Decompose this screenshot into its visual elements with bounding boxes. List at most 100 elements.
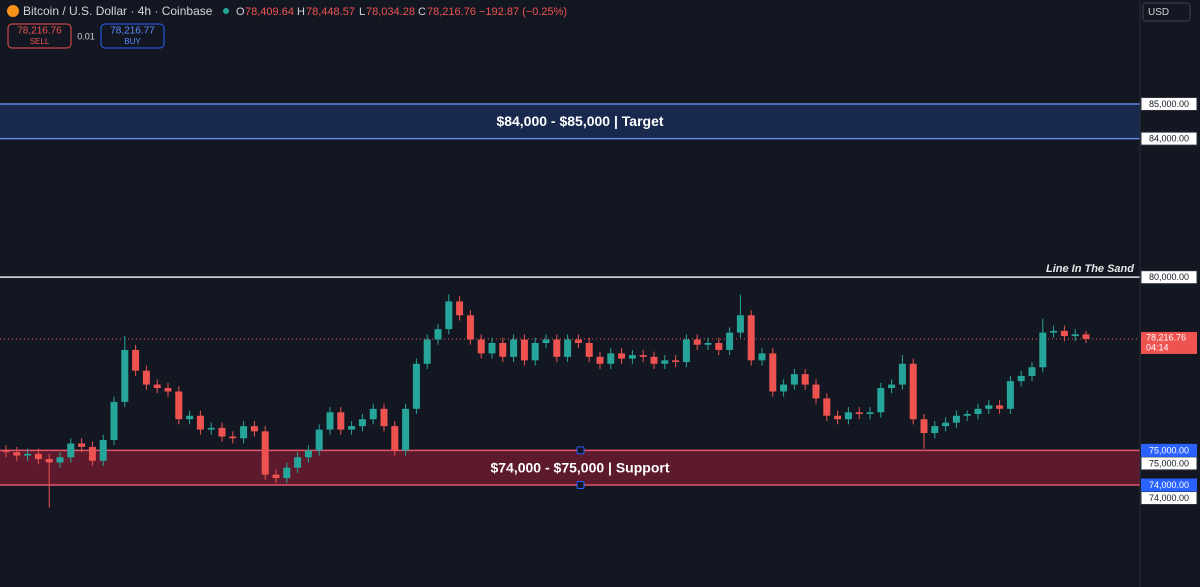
ohlc-value: 78,409.64 [245,6,294,18]
y-tick-label: 74,000.00 [1149,493,1189,503]
candle-body [294,457,302,468]
buy-label: BUY [124,37,141,46]
candle-body [564,339,572,357]
coin-icon [7,5,19,17]
sell-price: 78,216.76 [17,26,62,37]
candle-body [2,450,10,453]
candle-body [974,408,982,415]
zone-bound-label-box [1141,443,1197,457]
candle-body [175,391,183,420]
candle-body [304,450,312,458]
sell-label: SELL [30,37,50,46]
candle-body [250,426,258,432]
candle-body [67,443,75,458]
ohlc-key: C [418,6,426,18]
candle-body [1082,334,1090,339]
change: −192.87 (−0.25%) [479,6,567,18]
candle-body [920,419,928,434]
candle-body [996,405,1004,409]
candle-body [898,363,906,385]
zone [0,103,1140,139]
currency-button[interactable] [1142,2,1191,22]
y-tick-label-box [1140,131,1198,146]
candle-body [510,339,518,357]
candle-body [931,426,939,434]
zone-handle [576,481,585,490]
currency: USD [1148,7,1169,18]
ohlc-value: 78,448.57 [306,6,355,18]
candle-body [196,415,204,430]
candle-body [855,412,863,415]
ohlc-key: H [297,6,305,18]
symbol: Bitcoin / U.S. Dollar · 4h · Coinbase [23,4,213,18]
candle-body [639,355,647,357]
candle-body [585,342,593,357]
last-price-label: 78,216.76 [1146,332,1186,342]
candle-body [682,339,690,363]
candle-body [769,353,777,392]
candle-body [736,315,744,333]
candle-body [607,353,615,364]
candle-body [445,301,453,330]
candle-body [715,342,723,350]
candle-body [153,384,161,389]
spread: 0.01 [77,31,95,41]
header: Bitcoin / U.S. Dollar · 4h · Coinbase O … [7,2,1191,49]
candle-body [553,339,561,357]
zone-label: $84,000 - $85,000 | Target [496,113,663,129]
y-tick-label-box [1140,96,1198,111]
candle-body [315,429,323,451]
sell-button[interactable] [7,23,72,49]
candle-body [488,342,496,354]
candle-body [823,398,831,416]
candle-body [834,415,842,420]
candle-body [369,408,377,420]
candle-body [790,374,798,385]
candle-body [888,384,896,389]
candle-body [812,384,820,399]
candle-body [466,315,474,340]
zone-label: $74,000 - $75,000 | Support [490,459,669,475]
candle-body [952,415,960,423]
candle-body [704,342,712,345]
ohlc-value: 78,216.76 [427,6,476,18]
candle-body [326,412,334,430]
candle-body [423,339,431,364]
candle-body [207,427,215,430]
candle-body [434,329,442,340]
candle-body [391,426,399,451]
candle-body [542,339,550,343]
candle-body [186,415,194,420]
candle-body [34,453,42,460]
candle-body [693,339,701,345]
candle-body [337,412,345,430]
candle-body [596,356,604,364]
status-dot [223,8,229,14]
zone-bound-label: 74,000.00 [1149,480,1189,490]
countdown: 04:14 [1146,342,1169,352]
candle-body [780,384,788,392]
candle-body [499,342,507,357]
candle-body [1039,332,1047,368]
candle-body [283,467,291,479]
buy-price: 78,216.77 [110,26,155,37]
candle-body [88,446,96,461]
candle-body [909,363,917,420]
candle-body [574,339,582,343]
candle-body [531,342,539,361]
candle-body [1017,375,1025,382]
candle-body [358,419,366,427]
candle-body [618,353,626,359]
candle-body [985,405,993,409]
zone-bound-label-box [1141,478,1197,492]
candle-body [747,315,755,361]
candle-body [110,401,118,440]
candle-body [758,353,766,361]
candle-body [801,374,809,385]
buy-button[interactable] [100,23,165,49]
candle-body [628,355,636,359]
candle-body [13,452,21,456]
